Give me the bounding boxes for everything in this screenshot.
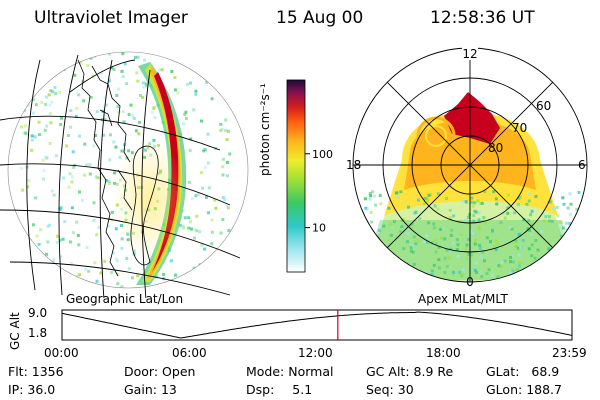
mlt-label-left: 18: [346, 158, 361, 172]
dsp-info: Dsp: 5.1: [246, 382, 312, 397]
colorbar-gradient: [286, 79, 306, 273]
glon-value: 188.7: [526, 382, 562, 397]
mode-value: Normal: [288, 364, 334, 379]
door-value: Open: [162, 364, 196, 379]
timeline-xtick-2359: 23:59: [552, 346, 587, 360]
coastline-outlines: [77, 59, 159, 277]
seq-label: Seq:: [366, 382, 394, 397]
geographic-auroral-image: [0, 51, 249, 298]
mlt-label-right: 6: [578, 158, 586, 172]
seq-info: Seq: 30: [366, 382, 414, 397]
timeline-ylabel: GC Alt: [8, 312, 22, 350]
gcalt-info: GC Alt: 8.9 Re: [366, 364, 453, 379]
mode-info: Mode: Normal: [246, 364, 334, 379]
polar-mlat-mlt-plot: 12 18 6 0 60 70 80: [346, 46, 588, 289]
polar-labels: 12 18 6 0 60 70 80: [346, 46, 586, 289]
timeline-xtick-1200: 12:00: [298, 346, 333, 360]
door-label: Door:: [124, 364, 159, 379]
ip-info: IP: 36.0: [8, 382, 55, 397]
glat-info: GLat: 68.9: [486, 364, 559, 379]
timeline-xtick-0600: 06:00: [172, 346, 207, 360]
lat-label-60: 60: [536, 99, 551, 113]
gain-info: Gain: 13: [124, 382, 177, 397]
flt-info: Flt: 1356: [8, 364, 64, 379]
gcalt-label: GC Alt:: [366, 364, 410, 379]
lat-label-80: 80: [488, 141, 503, 155]
polar-caption: Apex MLat/MLT: [418, 292, 508, 306]
glat-value: 68.9: [531, 364, 560, 379]
header-time: 12:58:36 UT: [430, 8, 535, 28]
glat-label: GLat:: [486, 364, 520, 379]
colorbar: 100 10: [286, 79, 333, 273]
flt-label: Flt:: [8, 364, 28, 379]
orbit-altitude-timeline: [61, 309, 573, 341]
geographic-graticule: [0, 51, 249, 298]
geographic-caption: Geographic Lat/Lon: [66, 292, 184, 306]
mlt-label-top: 12: [462, 47, 477, 61]
colorbar-tick-label: 10: [312, 222, 326, 235]
flt-value: 1356: [31, 364, 64, 379]
header-date: 15 Aug 00: [276, 8, 364, 28]
dsp-label: Dsp:: [246, 382, 275, 397]
mode-label: Mode:: [246, 364, 285, 379]
glon-info: GLon: 188.7: [486, 382, 562, 397]
ip-value: 36.0: [27, 382, 56, 397]
mlt-label-bottom: 0: [466, 275, 474, 289]
colorbar-unit-label: photon cm⁻²s⁻¹: [258, 83, 272, 176]
dsp-value: 5.1: [292, 382, 313, 397]
timeline-ytick-bottom: 1.8: [28, 326, 48, 340]
polar-grid: [352, 47, 588, 283]
glon-label: GLon:: [486, 382, 523, 397]
gain-value: 13: [160, 382, 177, 397]
polar-aurora-emission: [360, 92, 582, 282]
timeline-xtick-0000: 00:00: [44, 346, 79, 360]
door-info: Door: Open: [124, 364, 195, 379]
colorbar-tick-label: 100: [312, 148, 333, 161]
gcalt-value: 8.9 Re: [413, 364, 454, 379]
instrument-title: Ultraviolet Imager: [34, 8, 188, 28]
ip-label: IP:: [8, 382, 24, 397]
seq-value: 30: [397, 382, 414, 397]
timeline-ytick-top: 9.0: [28, 306, 48, 320]
timeline-xtick-1800: 18:00: [426, 346, 461, 360]
gain-label: Gain:: [124, 382, 157, 397]
lat-label-70: 70: [512, 121, 527, 135]
